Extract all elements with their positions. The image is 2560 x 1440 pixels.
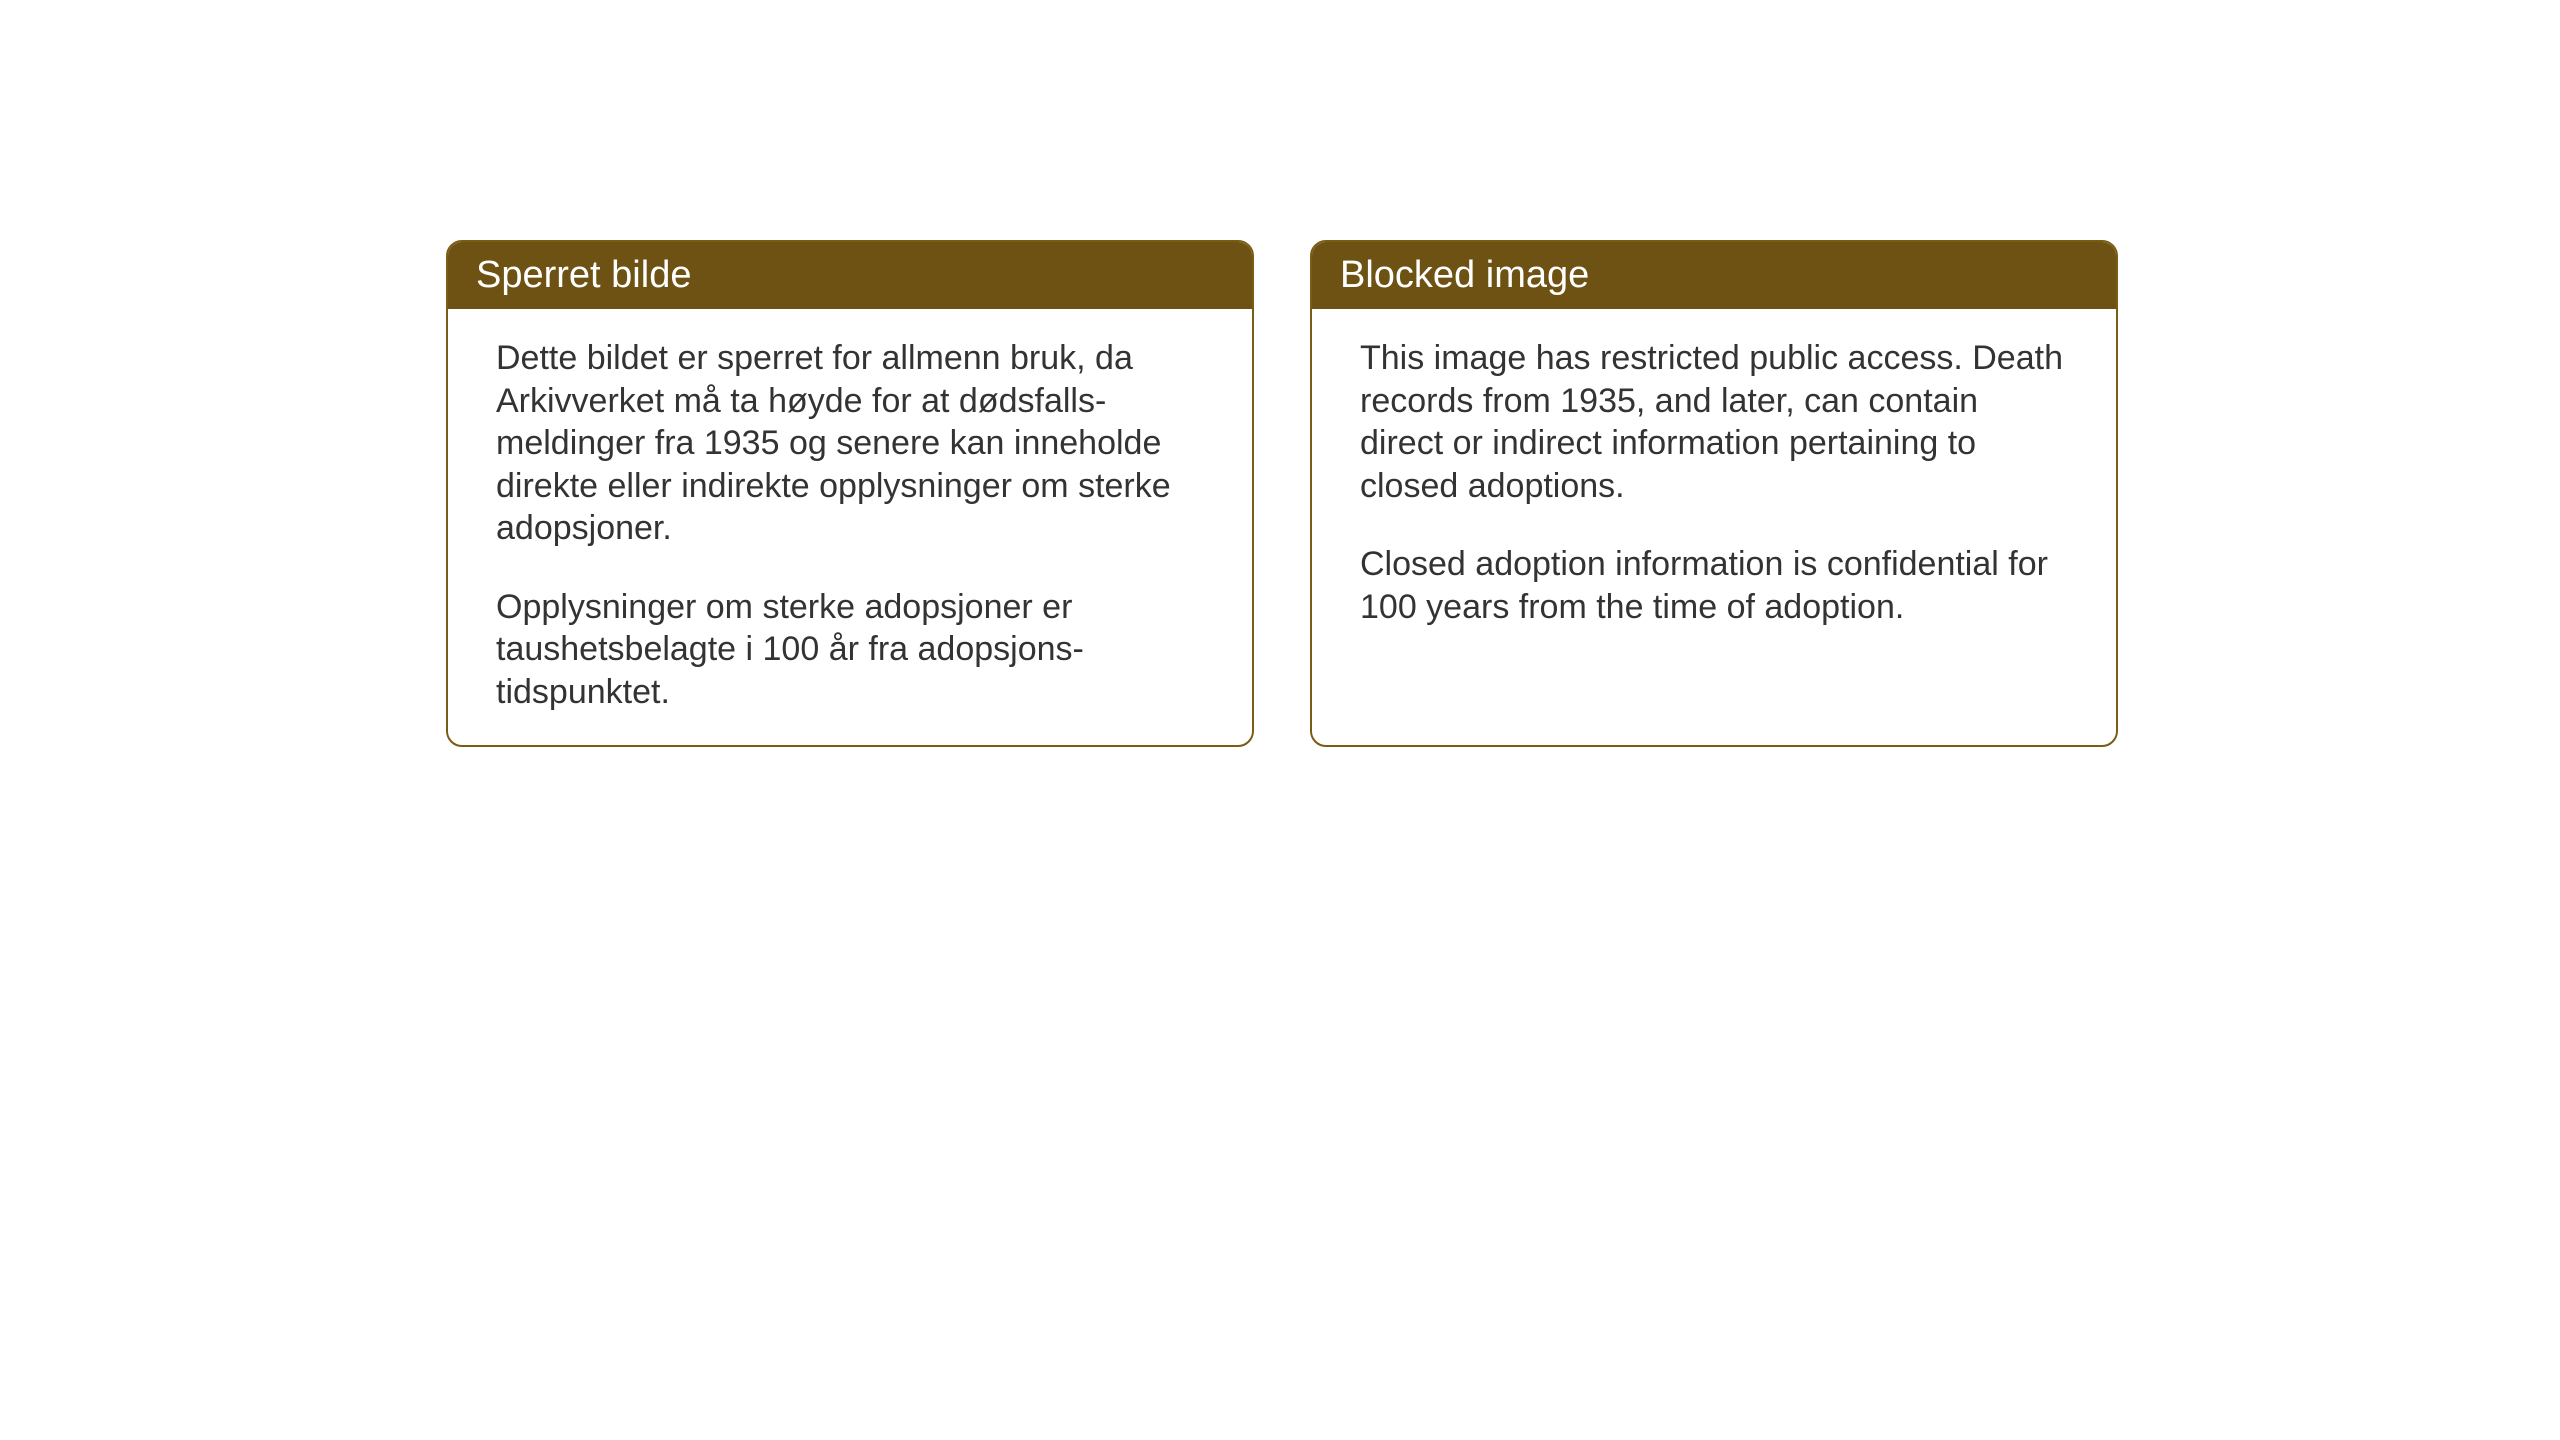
norwegian-paragraph-1: Dette bildet er sperret for allmenn bruk… (496, 337, 1204, 550)
norwegian-card-body: Dette bildet er sperret for allmenn bruk… (448, 309, 1252, 745)
english-card-header: Blocked image (1312, 242, 2116, 309)
english-notice-card: Blocked image This image has restricted … (1310, 240, 2118, 747)
notice-container: Sperret bilde Dette bildet er sperret fo… (446, 240, 2118, 747)
english-card-title: Blocked image (1340, 254, 1589, 296)
norwegian-card-header: Sperret bilde (448, 242, 1252, 309)
norwegian-card-title: Sperret bilde (476, 254, 691, 296)
norwegian-notice-card: Sperret bilde Dette bildet er sperret fo… (446, 240, 1254, 747)
norwegian-paragraph-2: Opplysninger om sterke adopsjoner er tau… (496, 586, 1204, 714)
english-paragraph-2: Closed adoption information is confident… (1360, 543, 2068, 628)
english-paragraph-1: This image has restricted public access.… (1360, 337, 2068, 507)
english-card-body: This image has restricted public access.… (1312, 309, 2116, 739)
